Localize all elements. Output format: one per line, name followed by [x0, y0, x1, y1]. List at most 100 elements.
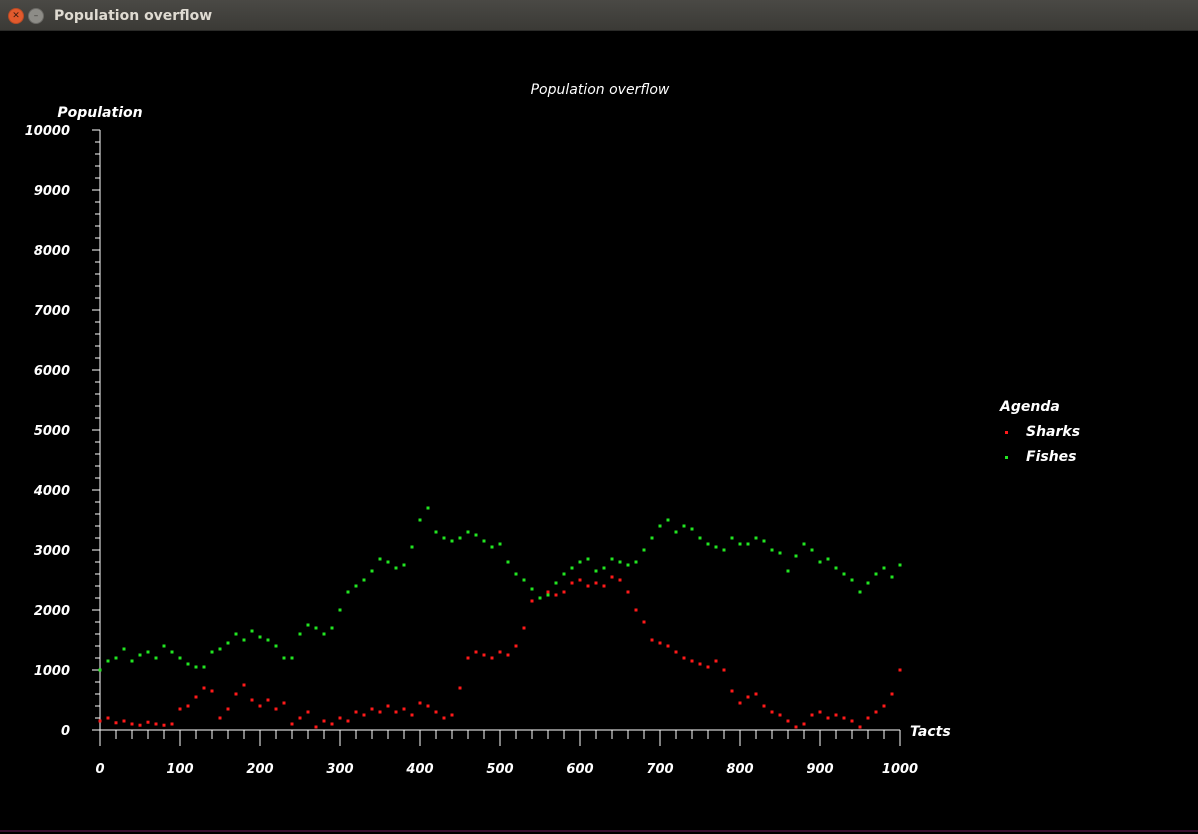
data-point — [378, 710, 382, 714]
data-point — [138, 653, 142, 657]
data-point — [650, 536, 654, 540]
data-point — [426, 506, 430, 510]
data-point — [834, 713, 838, 717]
data-point — [682, 656, 686, 660]
data-point — [746, 695, 750, 699]
data-point — [226, 707, 230, 711]
data-point — [250, 698, 254, 702]
data-point — [234, 632, 238, 636]
data-point — [466, 530, 470, 534]
data-point — [810, 713, 814, 717]
data-point — [866, 716, 870, 720]
data-point — [530, 599, 534, 603]
data-point — [370, 707, 374, 711]
data-point — [498, 542, 502, 546]
x-tick-label: 1000 — [882, 762, 918, 777]
y-tick-label: 1000 — [34, 664, 70, 679]
data-point — [178, 707, 182, 711]
data-point — [674, 530, 678, 534]
data-point — [858, 590, 862, 594]
data-point — [778, 713, 782, 717]
data-point — [818, 560, 822, 564]
data-point — [674, 650, 678, 654]
data-point — [618, 578, 622, 582]
data-point — [362, 713, 366, 717]
close-icon[interactable]: ✕ — [8, 8, 24, 24]
data-point — [698, 662, 702, 666]
data-point — [762, 539, 766, 543]
data-point — [634, 608, 638, 612]
data-point — [234, 692, 238, 696]
data-point — [642, 620, 646, 624]
data-point — [226, 641, 230, 645]
data-point — [810, 548, 814, 552]
legend-label-sharks: Sharks — [1026, 424, 1080, 440]
data-point — [442, 716, 446, 720]
data-point — [266, 698, 270, 702]
data-point — [514, 572, 518, 576]
data-point — [202, 665, 206, 669]
data-point — [890, 575, 894, 579]
data-point — [778, 551, 782, 555]
series-sharks — [98, 575, 902, 729]
data-point — [530, 587, 534, 591]
data-point — [482, 539, 486, 543]
window-bottom-border — [0, 830, 1198, 832]
data-point — [274, 644, 278, 648]
data-point — [418, 701, 422, 705]
data-point — [866, 581, 870, 585]
legend-marker-sharks — [1005, 431, 1008, 434]
axes: 0100020003000400050006000700080009000100… — [25, 124, 918, 777]
data-point — [842, 716, 846, 720]
x-tick-label: 400 — [405, 762, 433, 777]
data-point — [170, 722, 174, 726]
data-point — [618, 560, 622, 564]
data-point — [282, 656, 286, 660]
data-point — [122, 719, 126, 723]
data-point — [330, 626, 334, 630]
data-point — [722, 668, 726, 672]
data-point — [594, 569, 598, 573]
data-point — [386, 704, 390, 708]
data-point — [826, 557, 830, 561]
legend-title: Agenda — [999, 399, 1060, 415]
data-point — [458, 536, 462, 540]
data-point — [218, 716, 222, 720]
data-point — [506, 560, 510, 564]
data-point — [186, 662, 190, 666]
data-points — [98, 506, 902, 729]
legend-label-fishes: Fishes — [1026, 449, 1077, 465]
data-point — [106, 716, 110, 720]
data-point — [362, 578, 366, 582]
data-point — [690, 659, 694, 663]
data-point — [770, 710, 774, 714]
data-point — [162, 723, 166, 727]
data-point — [858, 725, 862, 729]
data-point — [474, 650, 478, 654]
data-point — [346, 719, 350, 723]
data-point — [658, 524, 662, 528]
data-point — [690, 527, 694, 531]
data-point — [418, 518, 422, 522]
data-point — [186, 704, 190, 708]
data-point — [770, 548, 774, 552]
data-point — [602, 566, 606, 570]
chart-canvas: Population overflow Population Tacts 0 10… — [0, 31, 1198, 832]
data-point — [850, 578, 854, 582]
data-point — [98, 668, 102, 672]
data-point — [298, 632, 302, 636]
data-point — [546, 593, 550, 597]
data-point — [410, 713, 414, 717]
minimize-icon[interactable]: – — [28, 8, 44, 24]
data-point — [706, 542, 710, 546]
data-point — [786, 569, 790, 573]
data-point — [834, 566, 838, 570]
data-point — [562, 590, 566, 594]
data-point — [562, 572, 566, 576]
data-point — [738, 701, 742, 705]
window-title: Population overflow — [54, 8, 213, 24]
data-point — [730, 536, 734, 540]
data-point — [714, 545, 718, 549]
data-point — [642, 548, 646, 552]
data-point — [554, 593, 558, 597]
